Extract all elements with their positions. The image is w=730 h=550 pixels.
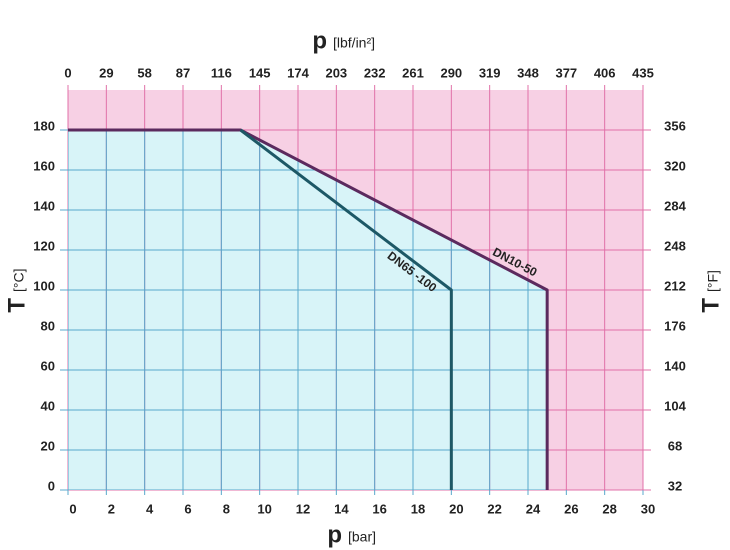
y2-tick-label: 104 xyxy=(664,398,686,413)
x2-tick-label: 319 xyxy=(479,65,501,80)
safe-area xyxy=(68,130,548,490)
x2-tick-label: 377 xyxy=(555,65,577,80)
y2-tick-label: 356 xyxy=(664,118,686,133)
series-line xyxy=(239,128,453,490)
y2-tick-label: 32 xyxy=(668,478,682,493)
x-tick-label: 6 xyxy=(184,501,191,516)
x2-tick-label: 203 xyxy=(325,65,347,80)
y2-tick-label: 68 xyxy=(668,438,682,453)
x-tick-label: 12 xyxy=(296,501,310,516)
x-tick-label: 8 xyxy=(223,501,230,516)
x-tick-label: 2 xyxy=(108,501,115,516)
x-tick-label: 20 xyxy=(449,501,463,516)
x2-tick-label: 174 xyxy=(287,65,309,80)
x-tick-label: 28 xyxy=(602,501,616,516)
x-symbol: p xyxy=(327,521,342,548)
x-tick-label: 18 xyxy=(411,501,425,516)
y-tick-label: 140 xyxy=(33,198,55,213)
x2-tick-label: 232 xyxy=(364,65,386,80)
x2-tick-label: 406 xyxy=(594,65,616,80)
y-tick-label: 120 xyxy=(33,238,55,253)
x2-tick-label: 0 xyxy=(64,65,71,80)
y2-symbol: T xyxy=(697,298,724,313)
y2-title: T [°F] xyxy=(697,270,724,313)
x-tick-label: 26 xyxy=(564,501,578,516)
x-tick-label: 16 xyxy=(372,501,386,516)
y-symbol: T xyxy=(3,298,30,313)
y-tick-label: 80 xyxy=(41,318,55,333)
x2-unit: [lbf/in²] xyxy=(333,35,375,51)
y-tick-label: 40 xyxy=(41,398,55,413)
y-unit: [°C] xyxy=(11,269,27,293)
y-tick-label: 20 xyxy=(41,438,55,453)
y-tick-label: 160 xyxy=(33,158,55,173)
x2-tick-label: 58 xyxy=(137,65,151,80)
y-title: T [°C] xyxy=(3,269,30,313)
x2-tick-label: 116 xyxy=(211,65,232,80)
x2-tick-label: 290 xyxy=(440,65,462,80)
y-tick-label: 60 xyxy=(41,358,55,373)
y-tick-label: 100 xyxy=(33,278,55,293)
y2-tick-label: 320 xyxy=(664,158,686,173)
x-tick-label: 24 xyxy=(526,501,541,516)
x-tick-label: 4 xyxy=(146,501,154,516)
x2-symbol: p xyxy=(312,27,327,54)
y-tick-label: 180 xyxy=(33,118,55,133)
y-tick-label: 0 xyxy=(48,478,55,493)
y2-tick-label: 176 xyxy=(664,318,686,333)
y2-tick-label: 212 xyxy=(664,278,686,293)
x-tick-label: 10 xyxy=(257,501,271,516)
y2-tick-label: 140 xyxy=(664,358,686,373)
x-tick-label: 0 xyxy=(69,501,76,516)
x2-tick-label: 145 xyxy=(249,65,271,80)
y2-tick-label: 248 xyxy=(664,238,686,253)
y2-unit: [°F] xyxy=(705,270,721,292)
x2-tick-label: 348 xyxy=(517,65,539,80)
x2-tick-label: 29 xyxy=(99,65,113,80)
y2-tick-label: 284 xyxy=(664,198,686,213)
x2-tick-label: 87 xyxy=(176,65,190,80)
x-tick-label: 30 xyxy=(641,501,655,516)
x2-tick-label: 435 xyxy=(632,65,654,80)
x-tick-label: 22 xyxy=(487,501,501,516)
grid-inner xyxy=(68,130,548,490)
x-tick-label: 14 xyxy=(334,501,349,516)
x-unit: [bar] xyxy=(348,529,376,545)
x2-tick-label: 261 xyxy=(402,65,424,80)
series-line xyxy=(68,128,549,490)
